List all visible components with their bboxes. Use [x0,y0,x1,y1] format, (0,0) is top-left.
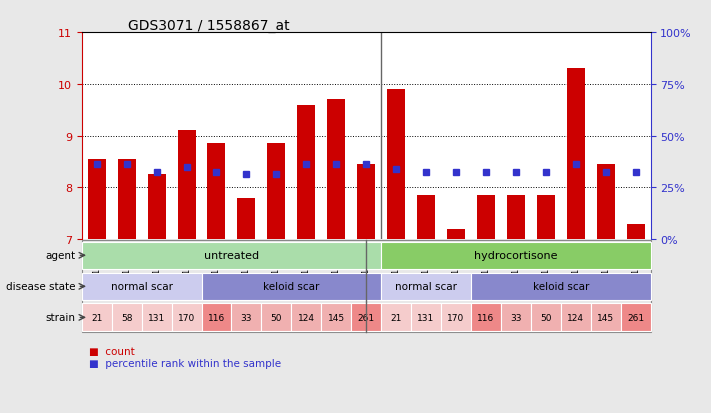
Bar [87,159,106,240]
Text: 21: 21 [91,313,102,322]
Text: 170: 170 [447,313,464,322]
Text: normal scar: normal scar [395,282,457,292]
Text: ■  percentile rank within the sample: ■ percentile rank within the sample [89,358,281,368]
Bar [237,198,255,240]
Bar [567,69,584,240]
Text: 124: 124 [298,313,315,322]
Text: keloid scar: keloid scar [533,282,589,292]
Bar [626,224,645,240]
Text: ■  count: ■ count [89,346,134,356]
Bar [297,105,315,240]
Text: 145: 145 [597,313,614,322]
Text: 58: 58 [121,313,132,322]
Text: 50: 50 [540,313,552,322]
Text: untreated: untreated [204,251,259,261]
Text: 170: 170 [178,313,195,322]
Text: 116: 116 [208,313,225,322]
Text: 116: 116 [477,313,495,322]
Bar [208,144,225,240]
Text: 145: 145 [328,313,345,322]
Bar [118,159,136,240]
Text: 131: 131 [417,313,434,322]
Text: 33: 33 [240,313,252,322]
Text: hydrocortisone: hydrocortisone [474,251,557,261]
Text: 21: 21 [390,313,402,322]
Bar [387,90,405,240]
Text: keloid scar: keloid scar [263,282,319,292]
Bar [148,175,166,240]
Text: 261: 261 [358,313,375,322]
Bar [477,196,495,240]
Bar [507,196,525,240]
Bar [537,196,555,240]
Bar [267,144,285,240]
Bar [357,165,375,240]
Text: normal scar: normal scar [111,282,173,292]
Text: GDS3071 / 1558867_at: GDS3071 / 1558867_at [128,19,289,33]
Text: strain: strain [46,313,75,323]
Bar [447,229,465,240]
Text: 124: 124 [567,313,584,322]
Bar [178,131,196,240]
Bar [417,196,435,240]
Text: disease state: disease state [6,282,75,292]
Text: 131: 131 [148,313,165,322]
Bar [597,165,614,240]
Text: 33: 33 [510,313,522,322]
Text: 50: 50 [271,313,282,322]
Text: agent: agent [46,251,75,261]
Bar [327,100,346,240]
Text: 261: 261 [627,313,644,322]
